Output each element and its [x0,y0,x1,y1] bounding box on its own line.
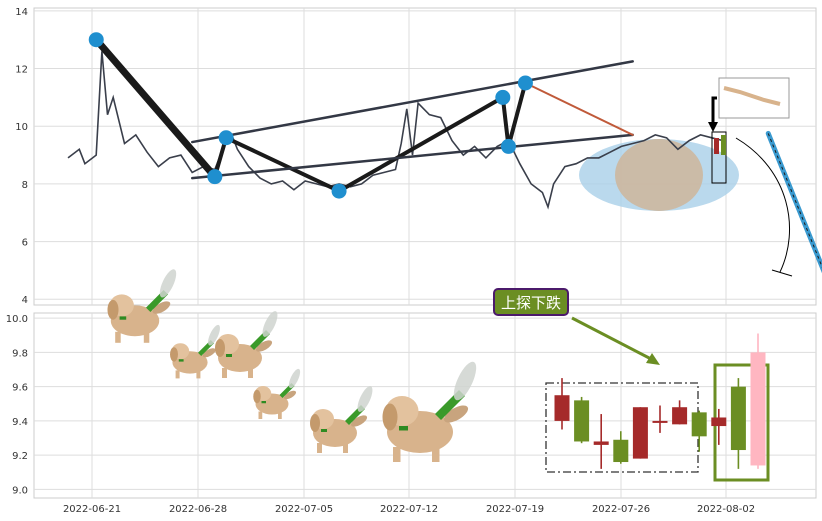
top-gridlines [34,8,816,305]
mini-candle-green [721,135,726,155]
pivot-marker [495,89,511,105]
x-tick-label: 2022-07-19 [486,504,544,515]
arrow-down-head-icon [708,122,718,132]
pivot-marker [331,183,347,199]
bottom-plot-area [33,312,817,499]
zigzag-segment [500,95,511,149]
candle-body [554,395,570,421]
candle-body [593,441,609,445]
x-tick-label: 2022-07-12 [380,504,438,515]
candle-body [574,400,590,442]
annotation-arrow-line [571,316,656,363]
bottom-y-tick-label: 9.8 [12,348,28,359]
annotation-box [493,288,569,316]
mini-candle-overlay [708,96,793,277]
arrow-down-icon [711,96,717,126]
top-y-axis: 4 6 8 10 12 14 [15,7,28,306]
curved-projection-line [735,137,790,273]
annotation-label: 上探下跌 [501,294,561,312]
trendline-dash [767,133,822,268]
annotation-arrow-head-icon [646,353,660,365]
pivot-markers [88,32,533,199]
zigzag-segment [224,135,342,194]
bottom-y-axis: 9.0 9.2 9.4 9.6 9.8 10.0 [6,314,28,496]
top-y-tick-label: 6 [22,238,28,249]
candle-body [691,412,707,437]
highlight-ellipse-inner [615,139,703,211]
top-highlight-ellipses [579,139,739,211]
pivot-marker [207,169,223,185]
inset-thumbnail-dots [723,86,781,106]
bottom-y-tick-label: 9.2 [12,451,28,462]
top-y-tick-label: 10 [15,122,28,133]
pivot-marker [517,75,533,91]
pivot-marker [500,138,516,154]
zigzag-segment [506,80,528,149]
bottom-y-tick-label: 9.4 [12,417,28,428]
inset-thumbnail [718,77,790,119]
bottom-panel: 上探下跌 9.09.29.49.69.810.0 2022-06-21 2022-… [6,267,817,515]
candle-body [672,407,688,425]
projection-end-mark [771,269,793,277]
bottom-x-axis: 2022-06-21 2022-06-28 2022-07-05 2022-07-12… [63,504,755,515]
annotation: 上探下跌 [493,288,660,365]
x-tick-label: 2022-07-05 [275,504,333,515]
top-y-tick-label: 14 [15,7,28,18]
price-series [67,51,724,210]
candle-body [730,386,746,451]
top-panel: 4 6 8 10 12 14 [15,7,822,306]
pivot-marker [88,32,104,48]
x-tick-label: 2022-06-28 [169,504,227,515]
candles [554,333,766,469]
trendline [190,133,634,180]
price-line [67,51,724,210]
trendline [524,81,634,136]
trendline [190,60,634,144]
candle-body [711,417,727,427]
top-y-tick-label: 4 [22,295,28,306]
top-y-tick-label: 12 [15,65,28,76]
mini-candle-red [714,138,719,154]
x-tick-label: 2022-07-26 [592,504,650,515]
bottom-y-tick-label: 9.0 [12,485,28,496]
x-tick-label: 2022-06-21 [63,504,121,515]
zigzag-segment [337,95,505,194]
top-y-tick-label: 8 [22,180,28,191]
zigzag-segment [92,36,219,181]
candle-body [750,352,766,466]
pivot-marker [218,130,234,146]
x-tick-label: 2022-08-02 [697,504,755,515]
mini-candle-box [711,131,727,184]
candle-body [613,439,629,463]
bottom-y-tick-label: 9.6 [12,383,28,394]
bottom-y-tick-label: 10.0 [6,314,28,325]
candle-body [632,407,648,459]
candle-body [652,420,668,423]
